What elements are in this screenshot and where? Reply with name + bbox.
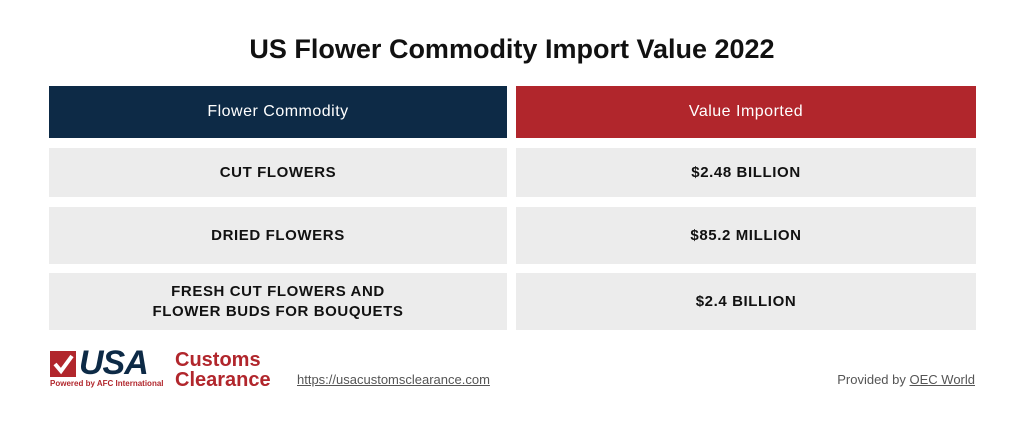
table-cell: CUT FLOWERS bbox=[49, 148, 507, 197]
table-cell: FRESH CUT FLOWERS AND FLOWER BUDS FOR BO… bbox=[49, 273, 507, 330]
table-cell: DRIED FLOWERS bbox=[49, 207, 507, 264]
website-link[interactable]: https://usacustomsclearance.com bbox=[297, 372, 490, 387]
source-link[interactable]: OEC World bbox=[909, 372, 976, 387]
logo-customs: Customs bbox=[175, 349, 261, 371]
table-cell: $85.2 MILLION bbox=[516, 207, 976, 264]
logo-icon bbox=[50, 351, 76, 377]
table-cell: $2.4 BILLION bbox=[516, 273, 976, 330]
source-note: Provided by OEC World bbox=[837, 372, 975, 387]
logo-usa: USA bbox=[79, 344, 149, 382]
table-cell: $2.48 BILLION bbox=[516, 148, 976, 197]
title: US Flower Commodity Import Value 2022 bbox=[249, 34, 775, 64]
logo-powered-by: Powered by AFC International bbox=[50, 379, 164, 388]
column-header: Flower Commodity bbox=[49, 86, 507, 138]
cell-text: FRESH CUT FLOWERS AND FLOWER BUDS FOR BO… bbox=[152, 282, 404, 320]
provided-by: Provided by bbox=[837, 372, 906, 387]
logo-clearance: Clearance bbox=[175, 369, 271, 391]
column-header: Value Imported bbox=[516, 86, 976, 138]
